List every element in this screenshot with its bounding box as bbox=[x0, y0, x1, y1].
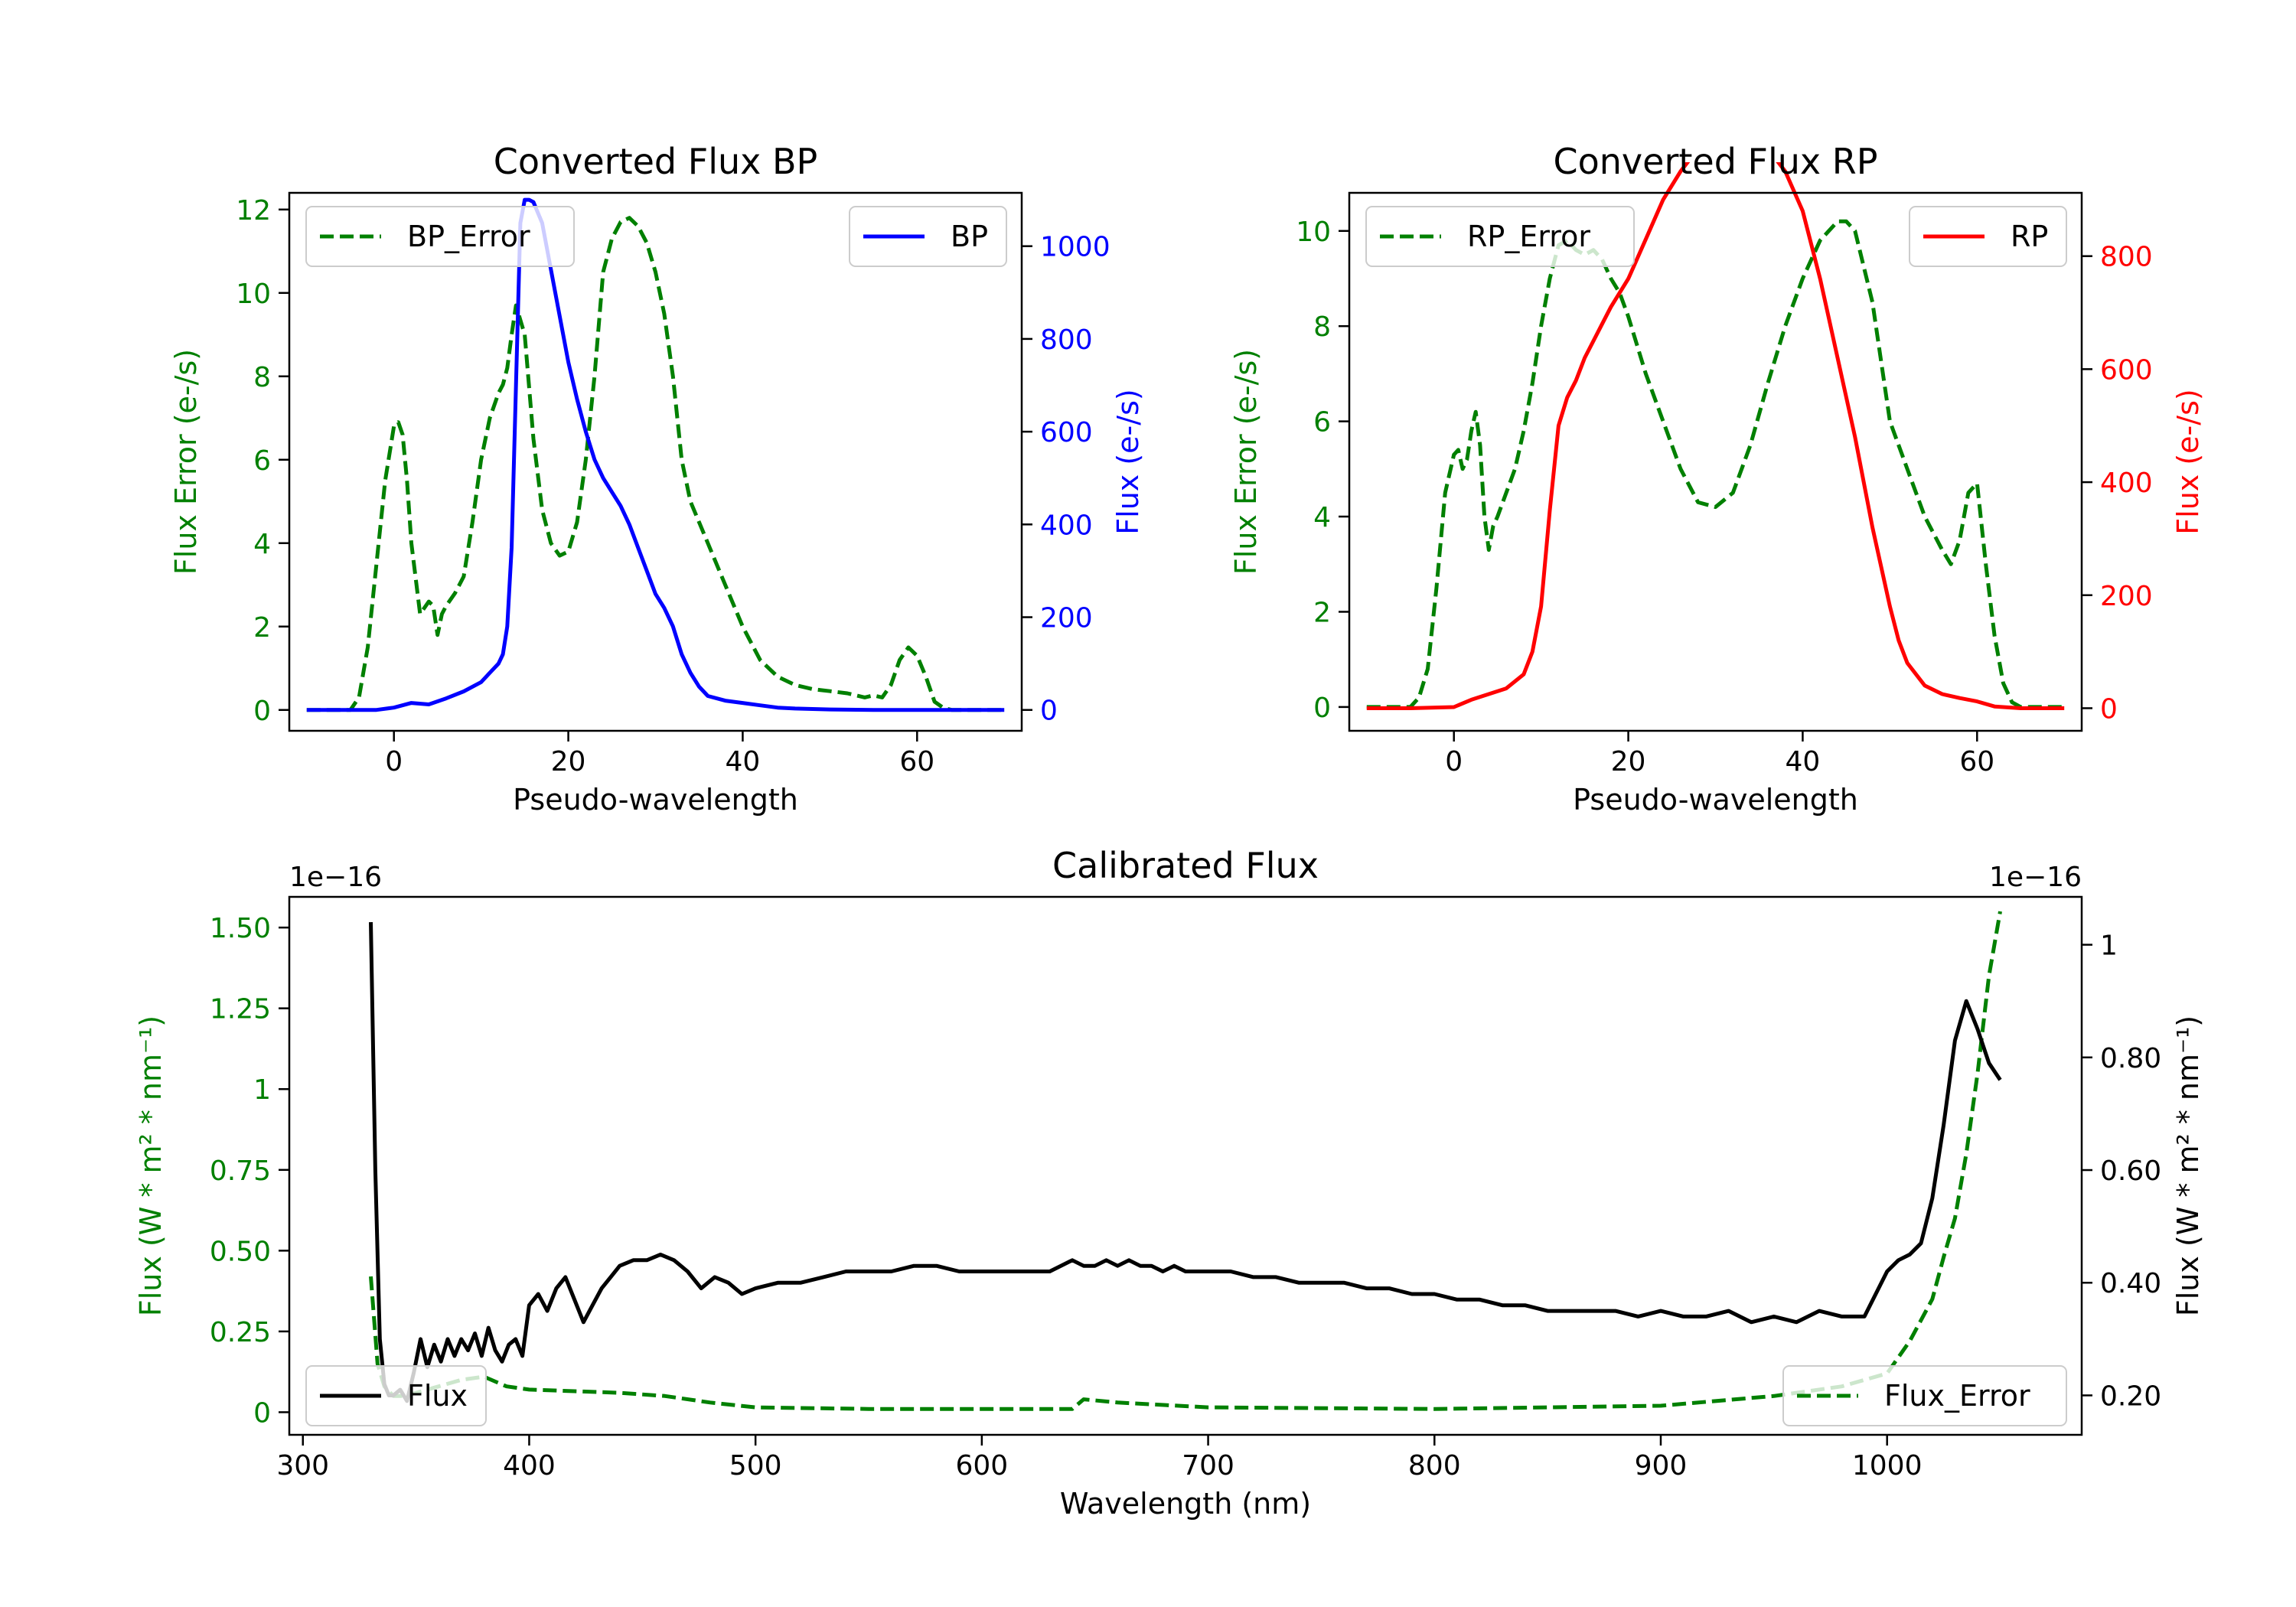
y-left-tick-label: 0 bbox=[253, 1397, 271, 1429]
y-left-tick-label: 1 bbox=[253, 1074, 271, 1106]
x-tick-label: 60 bbox=[899, 746, 934, 777]
y-right-tick-label: 1 bbox=[2100, 931, 2118, 962]
chart-title: Converted Flux RP bbox=[1554, 141, 1878, 182]
x-tick-label: 500 bbox=[729, 1450, 782, 1482]
chart-rp: Converted Flux RP0 20 40 60Pseudo-wavelengt… bbox=[1229, 141, 2205, 817]
legend-box bbox=[849, 206, 1007, 267]
series-line-rp-error bbox=[1366, 219, 2065, 709]
y-right-axis-label: Flux (e-/s) bbox=[1111, 389, 1145, 534]
y-right-tick-label: 0.20 bbox=[2100, 1380, 2161, 1412]
legend-flux-error: Flux_Error bbox=[1782, 1365, 2067, 1426]
y-left-tick-label: 10 bbox=[1296, 217, 1331, 248]
y-left-tick-label: 0 bbox=[1313, 693, 1331, 724]
y-left-tick-label: 0 bbox=[253, 696, 271, 727]
legend-box bbox=[1365, 206, 1635, 267]
y-right-tick-label: 600 bbox=[1040, 417, 1093, 448]
series-line-bp bbox=[306, 197, 1005, 712]
y-right-tick-label: 0.60 bbox=[2100, 1156, 2161, 1187]
y-right-tick-label: 0 bbox=[2100, 693, 2118, 725]
y-left-axis-label: Flux Error (e-/s) bbox=[169, 349, 203, 575]
axes-frame bbox=[288, 191, 1023, 732]
y-left-tick-label: 4 bbox=[253, 529, 271, 560]
series-line-flux-error bbox=[369, 911, 2002, 1411]
y-right-tick-label: 200 bbox=[1040, 603, 1093, 634]
legend-box bbox=[1909, 206, 2067, 267]
legend-box bbox=[305, 206, 575, 267]
y-left-tick-label: 1.25 bbox=[210, 994, 271, 1025]
y-left-offset-label: 1e−16 bbox=[289, 862, 382, 893]
y-right-tick-label: 600 bbox=[2100, 354, 2153, 386]
y-left-tick-label: 8 bbox=[253, 362, 271, 393]
series-line-rp bbox=[1366, 162, 2065, 710]
legend-rp: RP bbox=[1909, 206, 2067, 267]
legend-label: BP_Error bbox=[407, 220, 530, 253]
legend-bp-error: BP_Error bbox=[305, 206, 575, 267]
y-right-axis-label: Flux (W * m² * nm⁻¹) bbox=[2171, 1015, 2205, 1316]
x-tick-label: 40 bbox=[726, 746, 761, 777]
axes-frame bbox=[1348, 191, 2083, 732]
y-left-tick-label: 6 bbox=[253, 445, 271, 477]
legend-label: Flux_Error bbox=[1884, 1379, 2030, 1413]
y-right-tick-label: 200 bbox=[2100, 581, 2153, 612]
chart-calibrated: Calibrated Flux 300 400 500 600 700 800 900 1000… bbox=[134, 845, 2205, 1521]
legend-box bbox=[1782, 1365, 2067, 1426]
y-left-tick-label: 10 bbox=[236, 279, 271, 310]
y-right-offset-label: 1e−16 bbox=[1989, 862, 2082, 893]
y-left-tick-label: 2 bbox=[1313, 597, 1331, 628]
legend-label: Flux bbox=[407, 1379, 468, 1413]
y-left-tick-label: 2 bbox=[253, 612, 271, 644]
series-line-bp-error bbox=[306, 216, 1005, 712]
y-right-tick-label: 0 bbox=[1040, 696, 1058, 727]
y-right-tick-label: 0.80 bbox=[2100, 1043, 2161, 1074]
y-right-tick-label: 800 bbox=[2100, 242, 2153, 273]
legend-flux: Flux bbox=[305, 1365, 487, 1426]
y-right-tick-label: 800 bbox=[1040, 324, 1093, 356]
x-tick-label: 60 bbox=[1959, 746, 1994, 777]
y-left-tick-label: 1.50 bbox=[210, 913, 271, 944]
x-tick-label: 40 bbox=[1786, 746, 1821, 777]
y-right-tick-label: 0.40 bbox=[2100, 1268, 2161, 1299]
y-left-axis-label: Flux (W * m² * nm⁻¹) bbox=[134, 1015, 168, 1316]
x-tick-label: 900 bbox=[1635, 1450, 1688, 1482]
chart-title: Calibrated Flux bbox=[1052, 845, 1319, 886]
legend-label: BP bbox=[951, 220, 988, 253]
x-tick-label: 300 bbox=[276, 1450, 329, 1482]
x-tick-label: 600 bbox=[956, 1450, 1009, 1482]
y-left-tick-label: 4 bbox=[1313, 502, 1331, 533]
legend-bp: BP bbox=[849, 206, 1007, 267]
x-axis-label: Pseudo-wavelength bbox=[513, 783, 798, 817]
y-left-tick-label: 0.50 bbox=[210, 1236, 271, 1267]
chart-title: Converted Flux BP bbox=[494, 141, 818, 182]
legend-label: RP bbox=[2011, 220, 2048, 253]
y-left-tick-label: 8 bbox=[1313, 311, 1331, 343]
series-line-flux bbox=[369, 922, 2002, 1403]
y-right-tick-label: 1000 bbox=[1040, 232, 1110, 263]
x-tick-label: 20 bbox=[551, 746, 586, 777]
legend-box bbox=[305, 1365, 487, 1426]
legend-label: RP_Error bbox=[1467, 220, 1590, 253]
y-right-tick-label: 400 bbox=[2100, 468, 2153, 499]
legend-rp-error: RP_Error bbox=[1365, 206, 1635, 267]
y-left-axis-label: Flux Error (e-/s) bbox=[1229, 349, 1263, 575]
x-tick-label: 400 bbox=[503, 1450, 556, 1482]
x-tick-label: 20 bbox=[1611, 746, 1646, 777]
axes-frame bbox=[288, 895, 2083, 1436]
x-tick-label: 0 bbox=[385, 746, 403, 777]
y-right-axis-label: Flux (e-/s) bbox=[2171, 389, 2205, 534]
x-tick-label: 0 bbox=[1445, 746, 1463, 777]
chart-bp: Converted Flux BP0 20 40 60Pseudo-wavelengt… bbox=[169, 141, 1145, 817]
y-left-tick-label: 6 bbox=[1313, 407, 1331, 438]
x-tick-label: 1000 bbox=[1852, 1450, 1923, 1482]
y-left-tick-label: 12 bbox=[236, 195, 271, 227]
x-axis-label: Wavelength (nm) bbox=[1060, 1487, 1311, 1521]
y-right-tick-label: 400 bbox=[1040, 510, 1093, 541]
x-tick-label: 700 bbox=[1182, 1450, 1234, 1482]
x-axis-label: Pseudo-wavelength bbox=[1573, 783, 1858, 817]
y-left-tick-label: 0.25 bbox=[210, 1317, 271, 1348]
y-left-tick-label: 0.75 bbox=[210, 1156, 271, 1187]
x-tick-label: 800 bbox=[1408, 1450, 1461, 1482]
